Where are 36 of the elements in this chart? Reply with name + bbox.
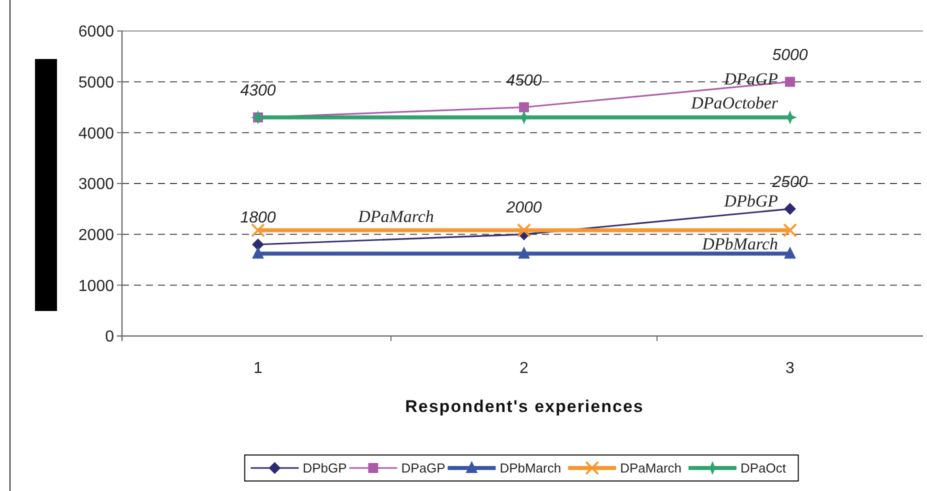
point [785, 76, 795, 87]
y-tick-label: 3000 [78, 176, 114, 194]
y-tick-label: 4000 [78, 125, 114, 142]
y-tick-label: 1000 [78, 278, 114, 295]
annotation: DPbMarch [701, 234, 778, 254]
point [517, 223, 531, 238]
legend-label: DPbGP [302, 460, 347, 476]
annotation: DPaOctober [690, 93, 778, 112]
legend-label: DPbMarch [500, 460, 562, 476]
point [783, 223, 797, 238]
legend-label: DPaMarch [620, 460, 682, 476]
data-label: 2000 [505, 199, 542, 216]
data-label: 4500 [506, 72, 542, 90]
point [784, 246, 796, 259]
point [518, 246, 530, 259]
data-label: 1800 [240, 210, 276, 226]
x-tick-label: 3 [786, 360, 795, 377]
annotation: DPaMarch [357, 207, 434, 226]
x-axis-title: Respondent's experiences [405, 397, 644, 416]
y-tick-label: 2000 [78, 226, 114, 244]
x-tick-label: 1 [254, 360, 263, 377]
y-tick-label: 6000 [78, 24, 114, 41]
legend-label: DPaOct [740, 460, 786, 476]
point [784, 202, 796, 215]
annotation: DPbGP [723, 191, 778, 210]
point [252, 238, 264, 250]
point [252, 246, 264, 259]
data-label: 4300 [240, 82, 276, 100]
data-label: 5000 [772, 46, 808, 64]
legend-label: DPaGP [401, 460, 446, 476]
y-tick-label: 5000 [78, 74, 114, 92]
y-tick-label: 0 [105, 328, 114, 346]
x-tick-label: 2 [520, 360, 529, 377]
point [251, 223, 265, 238]
data-label: 2500 [771, 174, 808, 191]
point [519, 102, 529, 112]
